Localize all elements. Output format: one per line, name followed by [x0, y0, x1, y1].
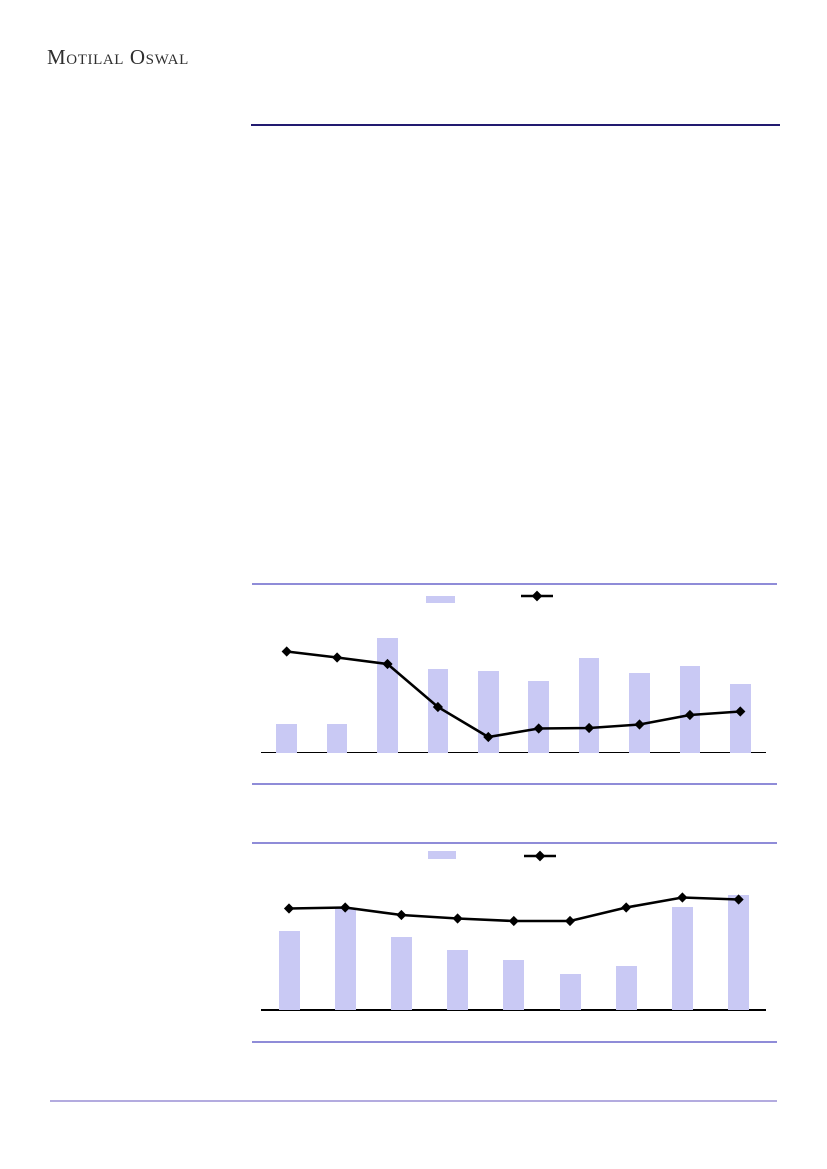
diamond-marker [332, 652, 343, 663]
diamond-marker [634, 719, 645, 730]
legend-bar-swatch [426, 596, 455, 603]
line-series-path [286, 650, 741, 739]
diamond-marker [533, 723, 544, 734]
legend-line-marker [524, 849, 556, 867]
header-rule [251, 124, 780, 126]
bar [278, 931, 300, 1010]
diamond-marker [735, 706, 746, 717]
line-series [281, 646, 746, 743]
diamond-marker [281, 646, 292, 657]
legend-line-marker [521, 589, 553, 607]
brand-logo: Motilal Oswal [47, 45, 189, 69]
bar [679, 666, 701, 753]
bar [728, 894, 750, 1010]
diamond-marker [283, 903, 295, 914]
bar [326, 724, 348, 753]
bar [503, 960, 525, 1010]
diamond-marker [684, 709, 695, 721]
bar [629, 673, 650, 753]
diamond-marker [340, 902, 351, 913]
diamond-marker [508, 915, 519, 927]
diamond-marker [564, 915, 576, 927]
bar [671, 906, 693, 1010]
legend-bar-swatch [428, 851, 456, 859]
legend-line-marker-icon [521, 590, 553, 602]
diamond-marker [621, 902, 632, 913]
bar [478, 670, 499, 753]
diamond-marker [396, 909, 407, 921]
bar [447, 950, 469, 1010]
bar [390, 936, 412, 1010]
diamond-marker [452, 913, 463, 924]
legend-line-marker-icon [524, 850, 556, 862]
bar [276, 723, 297, 753]
footer-rule [50, 1100, 777, 1102]
bar [377, 638, 398, 753]
diamond-marker [733, 894, 744, 905]
x-axis [261, 751, 766, 753]
diamond-marker [584, 722, 595, 734]
bar [334, 908, 356, 1010]
bar [528, 680, 549, 753]
chart-1-block [252, 583, 777, 785]
diamond-marker [677, 892, 688, 903]
bar [615, 965, 637, 1010]
chart-2-plot [252, 844, 777, 1041]
chart-2-block [252, 842, 777, 1043]
line-series [283, 892, 744, 927]
bar [559, 973, 581, 1010]
chart-1-plot [252, 585, 777, 783]
bar [730, 684, 751, 753]
